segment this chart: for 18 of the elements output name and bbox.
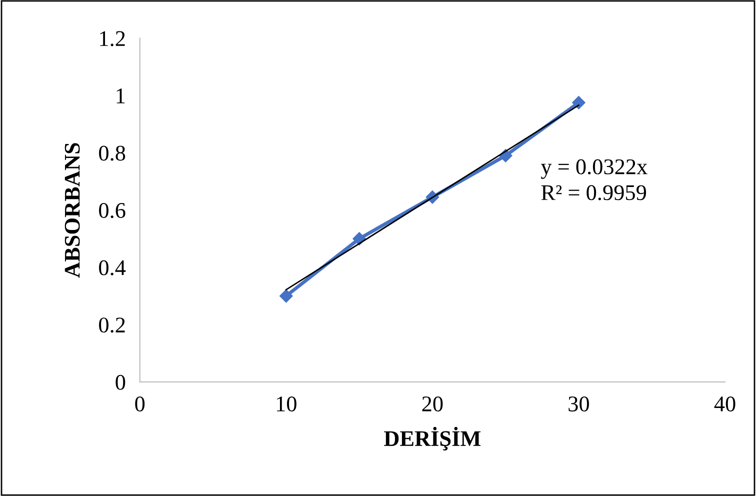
y-tick-label: 1 xyxy=(116,88,125,104)
y-tick-label: 0.6 xyxy=(99,202,126,218)
x-axis-title: DERİŞİM xyxy=(384,426,481,450)
x-tick-label: 0 xyxy=(135,396,145,412)
y-tick-label: 0.2 xyxy=(99,318,125,333)
y-tick-label: 0.4 xyxy=(99,260,126,276)
y-axis-title: ABSORBANS xyxy=(64,143,80,278)
y-tick-label: 0 xyxy=(116,374,126,390)
x-tick-label: 10 xyxy=(276,396,296,412)
x-tick-label: 20 xyxy=(422,396,443,412)
x-tick-label: 30 xyxy=(568,396,589,412)
y-tick-label: 0.8 xyxy=(99,146,126,161)
annotation: y = 0.0322x xyxy=(540,159,648,179)
annotation: R² = 0.9959 xyxy=(541,185,646,200)
y-tick-label: 1.2 xyxy=(100,31,125,46)
point xyxy=(280,289,293,303)
x-tick-label: 40 xyxy=(714,396,736,412)
point xyxy=(572,96,586,110)
